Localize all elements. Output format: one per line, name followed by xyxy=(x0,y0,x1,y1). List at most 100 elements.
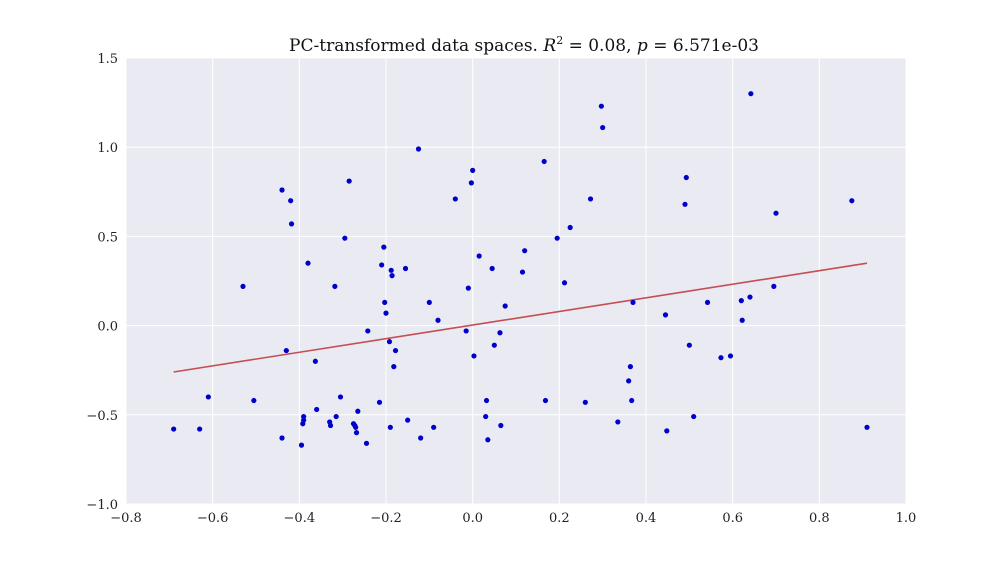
data-point xyxy=(402,265,409,272)
data-point xyxy=(405,417,411,423)
data-point xyxy=(314,406,320,413)
data-point xyxy=(197,426,203,432)
data-point xyxy=(470,167,476,173)
data-point xyxy=(298,442,305,448)
data-point xyxy=(849,198,855,204)
data-point xyxy=(542,397,549,404)
data-point xyxy=(452,196,458,202)
data-point xyxy=(519,269,526,275)
data-point xyxy=(664,428,670,434)
plot-area xyxy=(126,58,906,504)
x-tick-label: 0.8 xyxy=(809,511,830,526)
data-point xyxy=(279,187,285,193)
x-tick-label: −0.6 xyxy=(197,511,229,526)
data-point xyxy=(365,328,371,334)
x-tick-label: 0.2 xyxy=(549,511,570,526)
y-tick-label: −0.5 xyxy=(86,409,118,424)
data-point xyxy=(522,248,528,254)
data-point xyxy=(468,180,474,186)
data-point xyxy=(718,355,724,361)
data-point xyxy=(864,424,870,430)
data-point xyxy=(683,174,689,181)
y-tick-label: 1.0 xyxy=(97,141,118,156)
data-point xyxy=(283,347,289,354)
data-point xyxy=(415,146,422,152)
data-point xyxy=(600,124,606,131)
data-point xyxy=(483,413,489,420)
data-point xyxy=(355,408,361,414)
y-tick-label: 0.0 xyxy=(97,320,118,335)
chart-title: PC-transformed data spaces. R2 = 0.08, p… xyxy=(289,34,759,56)
data-point xyxy=(387,424,393,430)
data-point xyxy=(251,397,257,404)
data-point xyxy=(498,422,504,429)
data-point xyxy=(587,196,594,202)
data-point xyxy=(598,103,604,109)
data-points xyxy=(171,91,870,448)
x-gridlines xyxy=(125,58,907,504)
fit-line-group xyxy=(173,262,868,373)
data-point xyxy=(288,198,294,204)
data-point xyxy=(288,221,295,227)
data-point xyxy=(376,399,383,405)
y-tick-labels: −1.0 −0.5 0.0 0.5 1.0 1.5 xyxy=(86,52,118,513)
x-tick-label: 0.0 xyxy=(462,511,483,526)
data-point xyxy=(630,299,636,306)
data-point xyxy=(279,435,285,441)
data-point xyxy=(418,435,424,441)
y-gridlines xyxy=(126,57,906,505)
data-point xyxy=(346,178,352,184)
data-point xyxy=(305,260,311,266)
data-point xyxy=(389,273,395,279)
data-point xyxy=(353,430,360,436)
data-point xyxy=(388,267,394,273)
data-point xyxy=(554,235,560,241)
data-point xyxy=(682,201,688,207)
data-point xyxy=(383,310,389,316)
data-point xyxy=(691,413,697,420)
data-point xyxy=(391,364,397,370)
data-point xyxy=(541,158,547,165)
data-point xyxy=(483,397,490,404)
data-point xyxy=(463,328,469,334)
x-tick-label: 0.4 xyxy=(636,511,657,526)
data-point xyxy=(379,262,385,268)
data-point xyxy=(332,283,338,289)
title-r2-exponent: 2 xyxy=(556,34,563,47)
data-point xyxy=(240,283,246,289)
data-point xyxy=(392,347,399,354)
data-point xyxy=(426,299,432,306)
data-point xyxy=(342,235,348,241)
data-point xyxy=(561,280,568,286)
data-point xyxy=(431,424,437,430)
data-point xyxy=(337,394,344,400)
data-point xyxy=(327,422,334,429)
data-point xyxy=(497,330,503,336)
data-point xyxy=(629,397,635,404)
x-tick-label: −0.8 xyxy=(110,511,142,526)
data-point xyxy=(353,424,359,430)
data-point xyxy=(615,419,621,425)
data-point xyxy=(171,426,177,432)
data-point xyxy=(386,339,393,345)
data-point xyxy=(738,298,744,304)
title-p-value: = 6.571e-03 xyxy=(648,36,759,56)
data-point xyxy=(502,303,508,309)
data-point xyxy=(435,317,441,323)
data-point xyxy=(704,299,711,306)
data-point xyxy=(205,394,211,400)
y-tick-label: 1.5 xyxy=(97,52,118,67)
x-tick-label: −0.4 xyxy=(284,511,316,526)
title-prefix: PC-transformed data spaces. xyxy=(289,36,543,56)
data-point xyxy=(773,210,779,216)
title-r2-value: = 0.08, xyxy=(563,36,637,56)
data-point xyxy=(627,364,634,370)
data-point xyxy=(489,265,495,272)
data-point xyxy=(582,399,588,405)
data-point xyxy=(381,244,387,250)
data-point xyxy=(471,353,477,359)
data-point xyxy=(333,413,339,420)
data-point xyxy=(363,440,370,446)
data-point xyxy=(626,378,632,384)
